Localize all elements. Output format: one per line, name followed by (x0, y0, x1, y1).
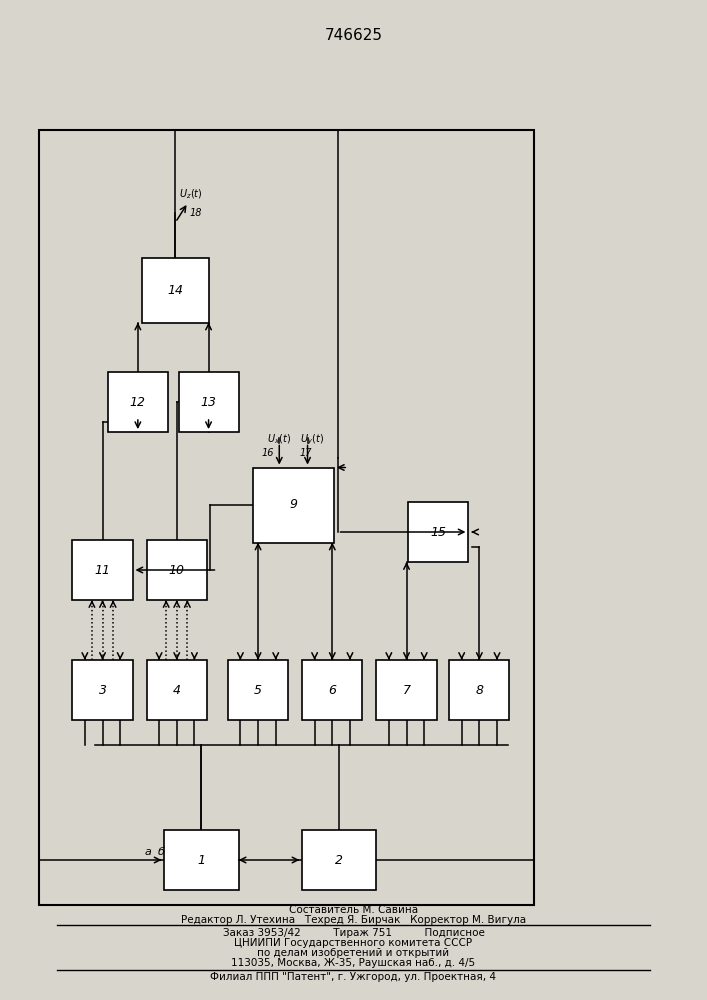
Text: 9: 9 (289, 498, 298, 512)
Text: 12: 12 (130, 395, 146, 408)
FancyBboxPatch shape (178, 372, 238, 432)
Text: a: a (144, 847, 151, 857)
FancyBboxPatch shape (146, 660, 206, 720)
FancyBboxPatch shape (376, 660, 436, 720)
Text: 5: 5 (254, 684, 262, 696)
Text: ЦНИИПИ Государственного комитета СССР: ЦНИИПИ Государственного комитета СССР (235, 938, 472, 948)
Text: 14: 14 (168, 284, 183, 296)
FancyBboxPatch shape (164, 830, 238, 890)
Text: 7: 7 (402, 684, 411, 696)
Text: $U_x(t)$: $U_x(t)$ (267, 433, 291, 446)
Text: 8: 8 (475, 684, 484, 696)
FancyBboxPatch shape (72, 660, 132, 720)
FancyBboxPatch shape (252, 468, 334, 542)
Text: $U_z(t)$: $U_z(t)$ (179, 188, 202, 201)
FancyBboxPatch shape (302, 830, 376, 890)
Text: 16: 16 (262, 448, 274, 458)
Text: 746625: 746625 (325, 27, 382, 42)
FancyBboxPatch shape (228, 660, 288, 720)
FancyBboxPatch shape (141, 258, 209, 322)
Text: Составитель М. Савина: Составитель М. Савина (289, 905, 418, 915)
FancyBboxPatch shape (302, 660, 362, 720)
Text: 3: 3 (98, 684, 107, 696)
Text: 13: 13 (201, 395, 216, 408)
Text: 11: 11 (95, 564, 110, 576)
Text: 4: 4 (173, 684, 181, 696)
Text: Редактор Л. Утехина   Техред Я. Бирчак   Корректор М. Вигула: Редактор Л. Утехина Техред Я. Бирчак Кор… (181, 915, 526, 925)
Text: 10: 10 (169, 564, 185, 576)
Text: Заказ 3953/42          Тираж 751          Подписное: Заказ 3953/42 Тираж 751 Подписное (223, 928, 484, 938)
Text: 6: 6 (328, 684, 337, 696)
Text: 18: 18 (189, 208, 202, 218)
Text: 2: 2 (335, 854, 344, 866)
Text: 17: 17 (299, 448, 312, 458)
Text: 1: 1 (197, 854, 206, 866)
Text: Филиал ППП "Патент", г. Ужгород, ул. Проектная, 4: Филиал ППП "Патент", г. Ужгород, ул. Про… (211, 972, 496, 982)
FancyBboxPatch shape (72, 540, 132, 600)
FancyBboxPatch shape (107, 372, 168, 432)
Text: по делам изобретений и открытий: по делам изобретений и открытий (257, 948, 450, 958)
FancyBboxPatch shape (146, 540, 206, 600)
Text: б: б (157, 847, 164, 857)
Text: $U_y(t)$: $U_y(t)$ (300, 433, 325, 447)
FancyBboxPatch shape (450, 660, 509, 720)
FancyBboxPatch shape (409, 502, 468, 562)
Text: 113035, Москва, Ж-35, Раушская наб., д. 4/5: 113035, Москва, Ж-35, Раушская наб., д. … (231, 958, 476, 968)
Text: 15: 15 (431, 526, 446, 538)
